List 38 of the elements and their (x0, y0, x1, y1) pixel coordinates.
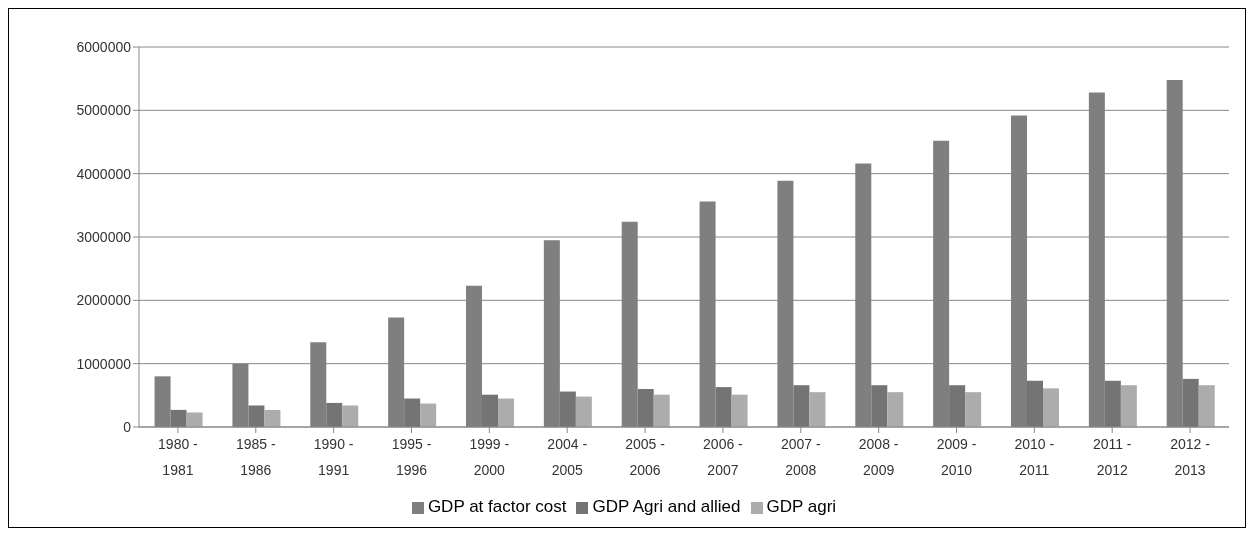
x-tick-label: 2007 - 2008 (780, 436, 821, 478)
x-tick-label: 1980 - 1981 (158, 436, 199, 478)
x-tick-label: 2012 - 2013 (1170, 436, 1211, 478)
y-tick-label: 5000000 (76, 102, 132, 119)
y-tick-label: 4000000 (76, 165, 132, 182)
x-tick-label: 2010 - 2011 (1014, 436, 1055, 478)
x-tick-label: 2006 - 2007 (703, 436, 744, 478)
bar (653, 394, 670, 427)
legend-label: GDP Agri and allied (592, 497, 741, 516)
x-tick-label: 2004 - 2005 (547, 436, 588, 478)
x-tick-label: 1995 - 1996 (391, 436, 432, 478)
y-tick-label: 0 (123, 418, 132, 435)
x-tick-label: 1990 - 1991 (313, 436, 354, 478)
bar (1120, 385, 1137, 427)
bar (1043, 388, 1059, 427)
bar (575, 396, 592, 427)
legend-label: GDP agri (766, 497, 837, 516)
bar (186, 412, 203, 427)
y-tick-label: 3000000 (76, 228, 132, 245)
bar (965, 392, 982, 427)
bar (420, 403, 437, 427)
bar (887, 392, 904, 427)
bar (264, 409, 281, 427)
x-tick-label: 2011 - 2012 (1092, 436, 1132, 478)
x-tick-label: 2009 - 2010 (936, 436, 977, 478)
y-tick-label: 6000000 (76, 38, 132, 55)
bar (498, 398, 514, 427)
y-tick-label: 1000000 (76, 355, 132, 372)
bar (1198, 385, 1215, 427)
x-tick-label: 2008 - 2009 (858, 436, 899, 478)
y-tick-label: 2000000 (76, 292, 132, 309)
x-tick-label: 2005 - 2006 (625, 436, 666, 478)
bar (809, 392, 826, 427)
x-tick-label: 1999 - 2000 (469, 436, 510, 478)
legend-label: GDP at factor cost (427, 497, 567, 516)
x-tick-label: 1985 - 1986 (235, 436, 276, 478)
bar (342, 405, 359, 427)
bar (731, 394, 748, 427)
